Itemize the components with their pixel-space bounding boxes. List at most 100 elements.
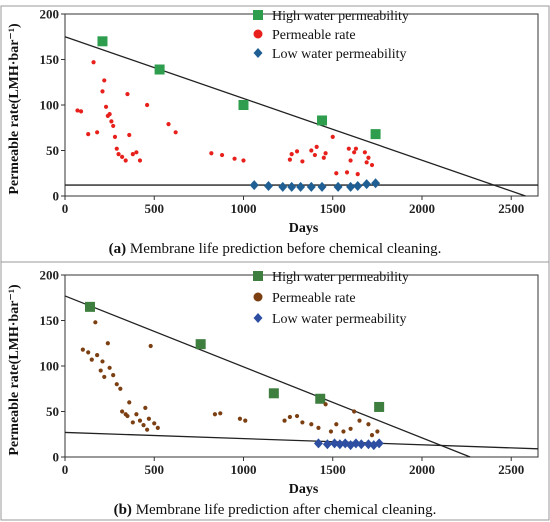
x-axis-title: Days bbox=[289, 482, 319, 497]
permeable-rate-point bbox=[232, 156, 237, 161]
permeable-rate-point bbox=[287, 414, 292, 420]
panel-frame bbox=[0, 5, 550, 263]
permeable-rate-point bbox=[114, 146, 119, 151]
permeable-rate-point bbox=[352, 150, 357, 155]
chart-panel-b: 0 500 1000 1500 2000 2500 0 50 100 150 200 Days Perm… bbox=[0, 261, 550, 521]
figure-caption: (b) Membrane life prediction after chemi… bbox=[114, 502, 437, 518]
permeable-rate-point bbox=[120, 154, 125, 159]
y-tick-label: 100 bbox=[40, 359, 60, 374]
permeable-rate-point bbox=[78, 109, 84, 114]
high-water-permeability-point bbox=[268, 388, 279, 399]
permeable-rate-point bbox=[130, 420, 135, 425]
low-water-permeability-point bbox=[363, 439, 373, 450]
high-water-permeability-point bbox=[370, 129, 381, 140]
permeable-rate-point bbox=[146, 416, 151, 421]
permeable-rate-point bbox=[114, 382, 119, 387]
legend-label-high-water-permeability: High water permeability bbox=[272, 270, 409, 285]
permeable-rate-point bbox=[109, 119, 114, 124]
low-water-permeability-point bbox=[362, 179, 372, 190]
low-water-permeability-point bbox=[371, 178, 381, 189]
permeable-rate-point bbox=[218, 411, 223, 416]
y-tick-label: 50 bbox=[46, 404, 59, 419]
permeable-rate-point bbox=[219, 152, 225, 158]
permeable-rate-point bbox=[127, 132, 132, 138]
permeable-rate-point bbox=[103, 104, 109, 109]
permeable-rate-point bbox=[102, 374, 107, 380]
permeable-rate-point bbox=[289, 152, 294, 157]
legend-marker-high-water-permeability bbox=[253, 271, 263, 281]
permeable-rate-point bbox=[300, 159, 305, 164]
figure-caption: (a) Membrane life prediction before chem… bbox=[109, 241, 442, 257]
permeable-rate-point bbox=[123, 158, 128, 163]
low-water-permeability-point bbox=[335, 439, 345, 450]
y-tick-label: 100 bbox=[40, 98, 60, 113]
y-tick-label: 0 bbox=[53, 450, 60, 465]
permeable-rate-point bbox=[102, 78, 107, 83]
panel-label: (b) bbox=[114, 502, 136, 518]
y-tick-label: 150 bbox=[40, 313, 60, 328]
legend-label-permeable-rate: Permeable rate bbox=[272, 291, 356, 306]
permeable-rate-point bbox=[137, 418, 143, 423]
x-axis-title: Days bbox=[289, 221, 319, 236]
permeable-rate-point bbox=[111, 123, 116, 129]
permeable-rate-point bbox=[111, 373, 116, 378]
caption-text: Membrane life prediction before chemical… bbox=[130, 241, 442, 257]
x-tick-label: 1000 bbox=[230, 462, 256, 477]
high-water-permeability-point bbox=[154, 64, 165, 75]
x-tick-label: 1500 bbox=[320, 201, 346, 216]
permeable-rate-point bbox=[369, 162, 375, 168]
panel-frame bbox=[0, 261, 550, 521]
x-tick-label: 2500 bbox=[498, 201, 524, 216]
permeable-rate-point bbox=[148, 343, 153, 349]
permeable-rate-point bbox=[134, 150, 139, 155]
permeable-rate-point bbox=[100, 359, 105, 364]
high-water-permeability-point bbox=[97, 36, 108, 47]
permeable-rate-point bbox=[173, 130, 178, 135]
low-water-permeability-point bbox=[374, 438, 384, 449]
permeable-rate-point bbox=[309, 422, 314, 427]
permeable-rate-point bbox=[321, 155, 326, 160]
permeable-rate-point bbox=[116, 152, 121, 157]
permeable-rate-point bbox=[348, 426, 353, 431]
caption-text: Membrane life prediction after chemical … bbox=[136, 502, 437, 518]
permeable-rate-point bbox=[353, 146, 359, 151]
permeable-rate-point bbox=[287, 157, 292, 162]
legend-marker-low-water-permeability bbox=[253, 48, 263, 58]
permeable-rate-point bbox=[312, 152, 317, 158]
legend-label-low-water-permeability: Low water permeability bbox=[272, 312, 407, 327]
x-tick-label: 1000 bbox=[230, 201, 256, 216]
permeable-rate-point bbox=[130, 152, 135, 157]
low-water-permeability-point bbox=[306, 181, 316, 192]
x-tick-label: 0 bbox=[62, 462, 69, 477]
permeable-rate-point bbox=[91, 60, 96, 65]
permeable-rate-point bbox=[118, 386, 123, 391]
permeable-rate-point bbox=[334, 171, 339, 176]
trend-line-2 bbox=[64, 431, 539, 450]
permeable-rate-point bbox=[355, 172, 360, 177]
permeable-rate-point bbox=[145, 427, 150, 432]
permeable-rate-point bbox=[143, 405, 148, 410]
low-water-permeability-point bbox=[330, 438, 340, 449]
permeable-rate-point bbox=[80, 347, 85, 352]
permeable-rate-point bbox=[237, 416, 243, 421]
low-water-permeability-point bbox=[263, 180, 273, 191]
permeable-rate-point bbox=[316, 425, 321, 430]
x-tick-label: 0 bbox=[62, 201, 69, 216]
permeable-rate-point bbox=[364, 160, 369, 165]
permeable-rate-point bbox=[344, 170, 350, 175]
permeable-rate-point bbox=[294, 413, 300, 419]
permeable-rate-point bbox=[328, 429, 334, 434]
low-water-permeability-point bbox=[249, 180, 259, 191]
legend-marker-high-water-permeability bbox=[253, 10, 263, 20]
chart-panel-a: 0 500 1000 1500 2000 2500 0 50 100 150 200 Days Perm… bbox=[0, 5, 550, 263]
permeable-rate-point bbox=[375, 429, 380, 434]
y-tick-label: 200 bbox=[40, 7, 60, 22]
low-water-permeability-point bbox=[296, 181, 306, 192]
permeable-rate-point bbox=[346, 146, 351, 151]
permeable-rate-point bbox=[212, 412, 218, 417]
permeable-rate-point bbox=[107, 365, 112, 370]
permeable-rate-point bbox=[323, 151, 328, 156]
permeable-rate-point bbox=[120, 409, 125, 414]
permeable-rate-point bbox=[369, 433, 375, 438]
